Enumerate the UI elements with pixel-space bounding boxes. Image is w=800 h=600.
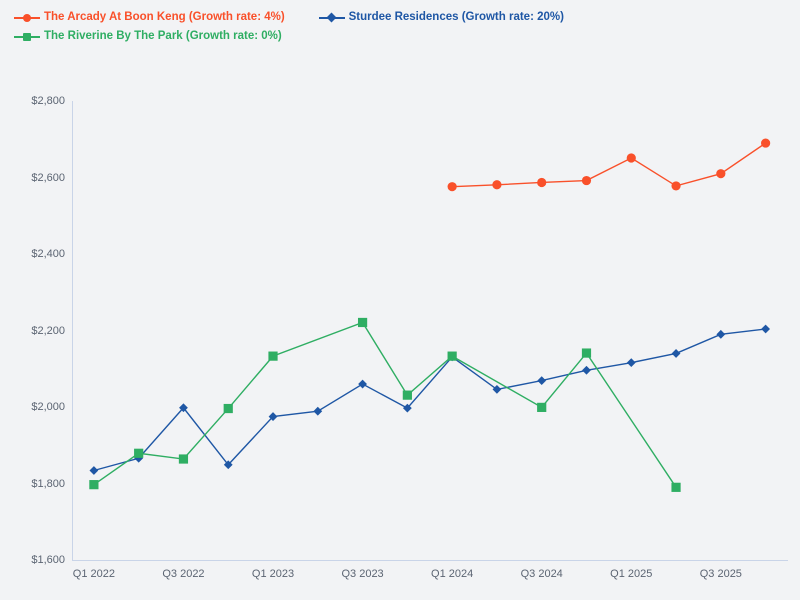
y-axis-tick-label: $1,800 (31, 477, 65, 490)
chart-legend: The Arcady At Boon Keng (Growth rate: 4%… (0, 0, 800, 46)
x-axis-tick-label: Q3 2022 (162, 568, 205, 580)
data-point-marker[interactable] (268, 351, 278, 361)
data-point-marker[interactable] (537, 376, 547, 386)
data-point-marker[interactable] (671, 181, 681, 191)
data-point-marker[interactable] (671, 349, 681, 358)
legend-item-sturdee-residences[interactable]: Sturdee Residences (Growth rate: 20%) (318, 8, 564, 28)
data-point-marker[interactable] (716, 169, 726, 179)
series-sturdee-residences (89, 324, 771, 475)
legend-swatch-riverine (14, 31, 40, 42)
legend-label-arcady: The Arcady At Boon Keng (Growth rate: 4%… (44, 11, 285, 23)
data-point-marker[interactable] (492, 180, 502, 190)
data-point-marker[interactable] (537, 402, 547, 412)
data-point-marker[interactable] (89, 480, 99, 490)
y-axis-tick-label: $2,800 (31, 95, 65, 107)
data-point-marker[interactable] (178, 454, 189, 464)
data-point-marker[interactable] (447, 182, 457, 192)
data-point-marker[interactable] (134, 453, 144, 463)
data-point-marker[interactable] (581, 348, 592, 358)
legend-item-arcady-at-boon-keng[interactable]: The Arcady At Boon Keng (Growth rate: 4%… (14, 8, 285, 28)
data-point-marker[interactable] (357, 317, 368, 328)
x-axis-tick-label: Q1 2022 (72, 568, 115, 580)
data-point-marker[interactable] (179, 403, 188, 413)
data-point-marker[interactable] (492, 385, 502, 394)
y-axis-tick-label: $2,400 (31, 248, 65, 260)
x-axis-tick-label: Q3 2025 (699, 568, 742, 580)
series-the-arcady-at-boon-keng (447, 138, 771, 192)
data-point-marker[interactable] (447, 351, 457, 361)
x-axis-tick-label: Q3 2024 (520, 568, 563, 580)
series-line (93, 328, 766, 472)
legend-row-1: The Arcady At Boon Keng (Growth rate: 4%… (14, 8, 800, 27)
x-axis-tick-label: Q1 2023 (251, 568, 295, 580)
data-point-marker[interactable] (223, 460, 233, 470)
data-point-marker[interactable] (626, 153, 636, 163)
data-point-marker[interactable] (89, 466, 99, 475)
legend-row-2: The Riverine By The Park (Growth rate: 0… (14, 27, 800, 46)
y-axis-tick-label: $1,600 (31, 554, 65, 566)
data-point-marker[interactable] (402, 403, 412, 413)
data-point-marker[interactable] (223, 403, 233, 414)
series-line (452, 142, 767, 188)
y-axis-tick-label: $2,600 (31, 171, 65, 184)
data-point-marker[interactable] (268, 412, 278, 421)
square-marker-icon (23, 32, 31, 41)
data-point-marker[interactable] (358, 379, 367, 389)
data-point-marker[interactable] (581, 175, 592, 186)
y-axis-tick-label: $2,200 (31, 324, 65, 337)
x-axis-tick-label: Q1 2025 (610, 568, 653, 580)
y-axis-tick-labels: $1,600 $1,800 $2,000 $2,200 $2,400 $2,600 $2,8… (0, 0, 65, 600)
data-point-marker[interactable] (761, 324, 771, 334)
data-point-marker[interactable] (313, 406, 323, 416)
legend-swatch-sturdee (318, 12, 345, 23)
data-point-marker[interactable] (402, 390, 412, 400)
y-axis-line (71, 101, 73, 560)
series-the-riverine-by-the-park (89, 317, 681, 492)
legend-swatch-arcady (14, 12, 40, 23)
data-point-marker[interactable] (537, 177, 547, 188)
legend-label-riverine: The Riverine By The Park (Growth rate: 0… (44, 30, 282, 42)
data-point-marker[interactable] (716, 329, 726, 339)
data-point-marker[interactable] (761, 138, 771, 148)
data-point-marker[interactable] (671, 482, 681, 492)
x-axis-line (71, 560, 788, 561)
legend-item-riverine-by-the-park[interactable]: The Riverine By The Park (Growth rate: 0… (14, 27, 282, 47)
legend-label-sturdee: Sturdee Residences (Growth rate: 20%) (348, 11, 564, 23)
x-axis-tick-label: Q1 2024 (431, 568, 474, 580)
circle-marker-icon (23, 13, 31, 22)
data-point-marker[interactable] (626, 358, 636, 368)
data-point-marker[interactable] (582, 365, 591, 375)
data-point-marker[interactable] (134, 448, 144, 458)
y-axis-tick-label: $2,000 (31, 401, 65, 413)
x-axis-tick-label: Q3 2023 (341, 568, 384, 580)
